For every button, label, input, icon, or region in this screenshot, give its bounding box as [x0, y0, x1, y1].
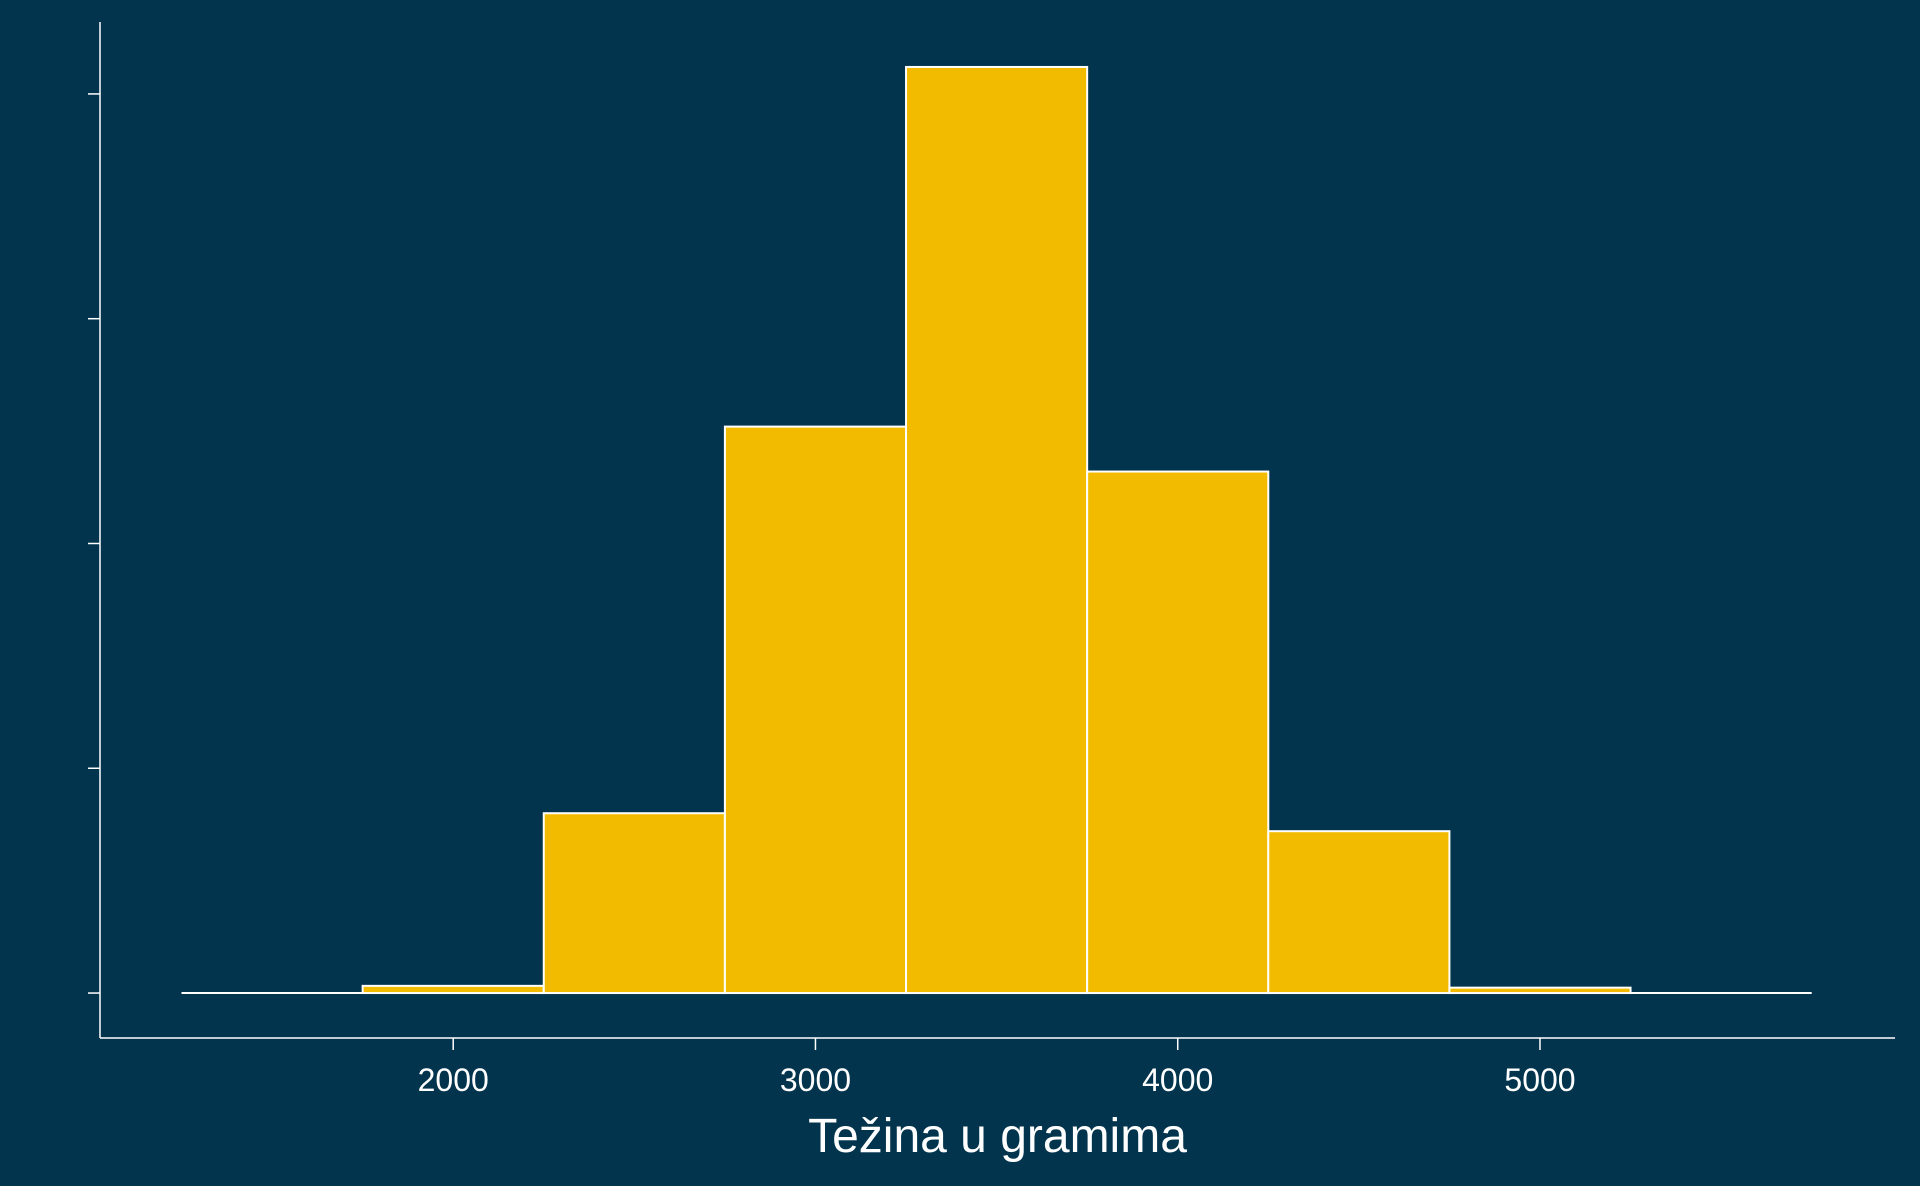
- histogram-bar-1: [361, 984, 545, 995]
- x-tick-label-2: 4000: [1142, 1062, 1213, 1098]
- x-axis-label: Težina u gramima: [808, 1110, 1187, 1163]
- histogram-bar-5: [1086, 470, 1270, 995]
- x-tick-label-1: 3000: [780, 1062, 851, 1098]
- histogram-bar-4: [905, 65, 1089, 995]
- histogram-bar-2: [542, 812, 726, 995]
- x-tick-label-3: 5000: [1504, 1062, 1575, 1098]
- histogram-bar-6: [1267, 830, 1451, 995]
- x-ticks: 2000 3000 4000 5000: [418, 1038, 1576, 1098]
- histogram-bars: [361, 65, 1632, 995]
- histogram-bar-3: [723, 425, 908, 995]
- x-tick-label-0: 2000: [418, 1062, 489, 1098]
- histogram-bar-7: [1448, 986, 1632, 995]
- y-ticks: [88, 93, 100, 994]
